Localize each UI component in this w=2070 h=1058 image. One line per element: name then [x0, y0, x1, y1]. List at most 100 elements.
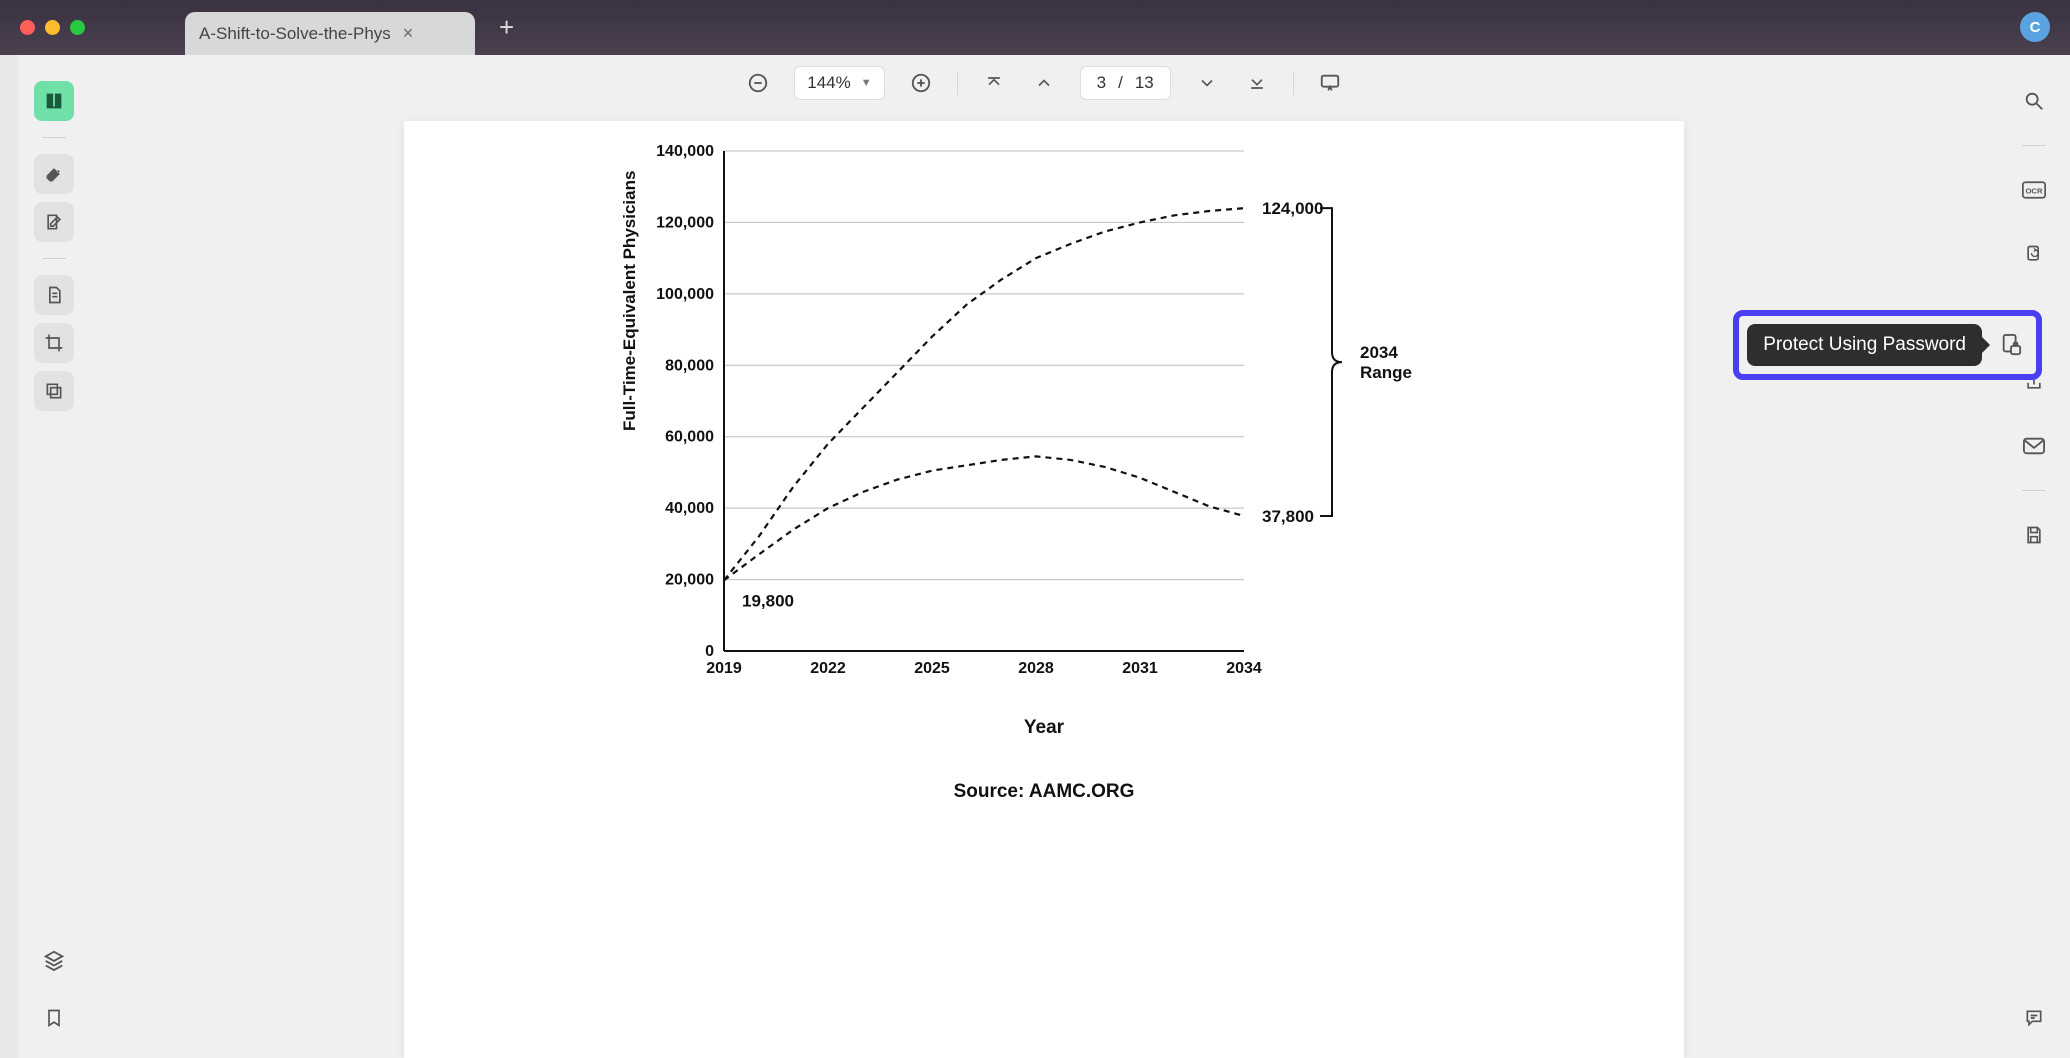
page-current: 3 [1097, 73, 1106, 93]
svg-text:20,000: 20,000 [665, 572, 714, 589]
first-page-button[interactable] [980, 69, 1008, 97]
protect-password-button[interactable] [1996, 330, 2026, 360]
book-icon [43, 90, 65, 112]
close-window-button[interactable] [20, 20, 35, 35]
chevron-bottom-icon [1247, 73, 1267, 93]
svg-text:100,000: 100,000 [656, 286, 714, 303]
prev-page-button[interactable] [1030, 69, 1058, 97]
document-area: 144% ▼ 3 / 13 [90, 55, 1998, 1058]
crop-button[interactable] [34, 323, 74, 363]
zoom-out-button[interactable] [744, 69, 772, 97]
plus-circle-icon [910, 72, 932, 94]
document-tab[interactable]: A-Shift-to-Solve-the-Phys × [185, 12, 475, 56]
highlighter-icon [44, 164, 64, 184]
last-page-button[interactable] [1243, 69, 1271, 97]
document-tab-title: A-Shift-to-Solve-the-Phys [199, 24, 391, 44]
svg-text:2034: 2034 [1360, 343, 1398, 362]
zoom-in-button[interactable] [907, 69, 935, 97]
left-sidebar [18, 55, 90, 1058]
rotate-icon [2024, 243, 2044, 265]
presentation-icon [1318, 72, 1342, 94]
maximize-window-button[interactable] [70, 20, 85, 35]
comments-button[interactable] [2014, 998, 2054, 1038]
svg-text:2034: 2034 [1226, 660, 1262, 677]
copy-text-button[interactable] [34, 275, 74, 315]
presentation-button[interactable] [1316, 69, 1344, 97]
svg-text:140,000: 140,000 [656, 143, 714, 160]
zoom-level-dropdown[interactable]: 144% ▼ [794, 66, 884, 100]
ocr-icon: OCR [2022, 180, 2046, 200]
svg-text:2025: 2025 [914, 660, 950, 677]
pages-button[interactable] [34, 371, 74, 411]
reader-mode-button[interactable] [34, 81, 74, 121]
separator [957, 71, 958, 95]
save-icon [2024, 525, 2044, 545]
separator [42, 258, 66, 259]
comment-icon [2023, 1008, 2045, 1028]
page-separator: / [1118, 73, 1123, 93]
x-axis-label: Year [634, 717, 1454, 739]
lock-document-icon [2000, 333, 2022, 357]
tooltip-text: Protect Using Password [1763, 334, 1966, 355]
svg-text:Range: Range [1360, 363, 1412, 382]
svg-text:OCR: OCR [2025, 186, 2043, 195]
svg-text:124,000: 124,000 [1262, 199, 1323, 218]
svg-text:120,000: 120,000 [656, 214, 714, 231]
svg-text:60,000: 60,000 [665, 429, 714, 446]
separator [2022, 490, 2046, 491]
chevron-top-icon [984, 73, 1004, 93]
protect-password-highlight: Protect Using Password [1733, 310, 2042, 380]
separator [1293, 71, 1294, 95]
svg-text:40,000: 40,000 [665, 500, 714, 517]
zoom-level-value: 144% [807, 73, 850, 93]
document-page: Full-Time-Equivalent Physicians 0 20,000 4… [404, 121, 1684, 1058]
mail-button[interactable] [2014, 426, 2054, 466]
app-frame: 144% ▼ 3 / 13 [18, 55, 2070, 1058]
titlebar: A-Shift-to-Solve-the-Phys × + C [0, 0, 2070, 55]
svg-text:37,800: 37,800 [1262, 507, 1314, 526]
svg-text:2022: 2022 [810, 660, 846, 677]
minus-circle-icon [747, 72, 769, 94]
chevron-up-icon [1034, 73, 1054, 93]
separator [2022, 145, 2046, 146]
search-button[interactable] [2014, 81, 2054, 121]
stack-icon [44, 381, 64, 401]
layers-icon [43, 949, 65, 971]
chart-container: Full-Time-Equivalent Physicians 020,0004… [634, 141, 1454, 803]
user-avatar[interactable]: C [2020, 12, 2050, 42]
document-icon [44, 285, 64, 305]
ocr-button[interactable]: OCR [2014, 170, 2054, 210]
next-page-button[interactable] [1193, 69, 1221, 97]
top-toolbar: 144% ▼ 3 / 13 [90, 55, 1998, 111]
layers-button[interactable] [34, 940, 74, 980]
highlighter-button[interactable] [34, 154, 74, 194]
annotate-button[interactable] [34, 202, 74, 242]
line-chart: 0 20,000 40,000 60,000 80,000 100,000 120,000 1… [634, 141, 1454, 701]
svg-text:2019: 2019 [706, 660, 742, 677]
svg-text:19,800: 19,800 [742, 591, 794, 610]
rotate-button[interactable] [2014, 234, 2054, 274]
window-controls [20, 20, 85, 35]
svg-text:2031: 2031 [1122, 660, 1158, 677]
y-axis-label: Full-Time-Equivalent Physicians [620, 171, 640, 431]
minimize-window-button[interactable] [45, 20, 60, 35]
page-viewport[interactable]: Full-Time-Equivalent Physicians 0 20,000 4… [90, 111, 1998, 1058]
separator [42, 137, 66, 138]
chevron-down-icon: ▼ [861, 77, 872, 89]
save-button[interactable] [2014, 515, 2054, 555]
bookmark-button[interactable] [34, 998, 74, 1038]
bookmark-icon [44, 1007, 64, 1029]
svg-text:0: 0 [705, 643, 714, 660]
page-indicator[interactable]: 3 / 13 [1080, 66, 1171, 100]
mail-icon [2023, 437, 2045, 455]
chart-source: Source: AAMC.ORG [634, 781, 1454, 803]
avatar-initial: C [2030, 19, 2041, 36]
svg-text:80,000: 80,000 [665, 357, 714, 374]
tooltip: Protect Using Password [1747, 324, 1982, 366]
new-tab-button[interactable]: + [499, 12, 514, 43]
right-sidebar: OCR [1998, 55, 2070, 1058]
crop-icon [44, 333, 64, 353]
close-tab-icon[interactable]: × [403, 23, 414, 44]
svg-text:2028: 2028 [1018, 660, 1054, 677]
pen-note-icon [44, 212, 64, 232]
